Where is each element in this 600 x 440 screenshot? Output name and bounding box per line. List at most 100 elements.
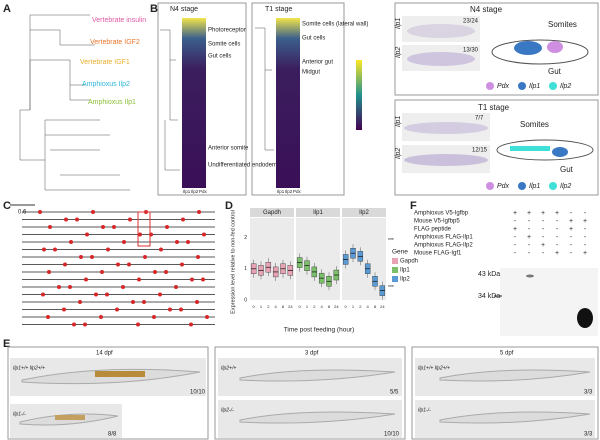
diagram-region [547,41,563,53]
x-tick-label: 4 [367,304,370,309]
panel-letter: E [3,338,10,350]
sign: - [570,210,573,217]
gene-structures [22,210,215,327]
panel-letter: F [410,200,417,212]
genotype-label: Ilp2-/- [221,407,234,413]
gene-label: Ilp1 [183,189,191,194]
gene-label: Ilp1 [395,116,402,127]
sign: - [570,250,573,257]
sign: + [527,234,531,241]
sign: + [541,242,545,249]
motif [106,247,110,252]
motif [94,292,98,297]
legend-label: Ilp2 [400,277,410,283]
sign: + [569,226,573,233]
motif [174,285,178,289]
y-tick-label: 1 [244,266,247,272]
facet-header [296,208,340,217]
motif [165,225,169,229]
count-label: 3/3 [584,390,593,396]
clade-label: Vertebrate IGF1 [80,59,130,66]
sign: + [513,210,517,217]
motif [137,277,141,282]
x-axis-label: Time post feeding (hour) [284,327,355,334]
cluster-label: Somite cells (lateral wall) [302,22,368,28]
facet-panel [250,218,294,300]
larva-frame [214,346,406,440]
count-label: 5/5 [390,390,399,396]
motif [105,292,109,297]
cluster-label: Undifferentiated endoderm [208,163,279,169]
motif [190,277,194,282]
clade-label: Vertebrate insulin [92,17,146,24]
x-tick-label: 24 [288,304,293,309]
panel-letter: A [3,3,11,15]
legend-swatch [518,82,526,90]
legend-swatch [549,82,557,90]
gene-label: Pdx [293,189,302,194]
motif [158,292,162,297]
motif [90,255,94,259]
diagram-label: Somites [520,120,549,129]
x-tick-label: 0 [299,304,302,309]
diagram [491,39,589,65]
row-label: Mouse V5-Igfbp5 [414,219,460,225]
genotype-label: Ilp1+/+ Ilp2+/+ [418,365,450,371]
sign: - [542,218,545,225]
clade-label: Vertebrate IGF2 [90,39,140,46]
legend-label: Ilp1 [529,83,540,90]
count-label: 10/10 [190,390,206,396]
gut [55,415,85,420]
gene-label: Ilp2 [395,47,402,58]
motif [143,255,147,259]
sign: - [584,242,587,249]
colorbar [356,60,362,130]
row-label: Amphioxus V5-Igfbp [414,211,469,217]
sign: - [584,234,587,241]
sign: - [514,242,517,249]
motif [46,315,50,319]
legend-label: Ilp1 [529,183,540,190]
larva [239,369,396,382]
sign: - [584,210,587,217]
clade-labels: Vertebrate insulin Vertebrate IGF2 Verte… [80,17,146,106]
heatmap [182,18,206,188]
sign: - [514,234,517,241]
motif [72,322,76,327]
embryo [407,52,475,66]
motif [63,262,67,267]
motif [196,255,200,259]
sign: - [542,226,545,233]
cluster-label: Gut cells [302,36,325,42]
row-label: Amphioxus FLAG-Ilp1 [414,235,473,241]
heatmap [276,18,300,188]
x-tick-label: 8 [328,304,331,309]
motif [42,247,46,252]
heatmap-frame [157,2,247,196]
sign: - [556,226,559,233]
blot-band [526,274,534,278]
motif [136,322,140,327]
legend-label: Ilp2 [560,83,571,90]
panel-letter: C [3,200,11,212]
larva-frame [7,346,209,440]
motif [53,247,57,252]
sign: + [527,210,531,217]
sign: - [584,226,587,233]
legend-swatch [486,82,494,90]
x-tick-label: 2 [267,304,270,309]
insitu-title: T1 stage [478,103,510,112]
motif [131,300,135,304]
heatmap-frame [251,2,345,196]
cluster-label: Somite cells [208,42,240,48]
motif [142,300,146,304]
larva-frame [411,346,599,440]
tree [19,14,130,191]
annotation: *** [388,238,394,244]
motif [122,240,126,244]
y-axis-label: Expression level relative to non-fed con… [230,210,236,314]
motif [186,240,190,244]
dendrogram [160,18,182,188]
motif [168,307,172,312]
sign: + [541,210,545,217]
